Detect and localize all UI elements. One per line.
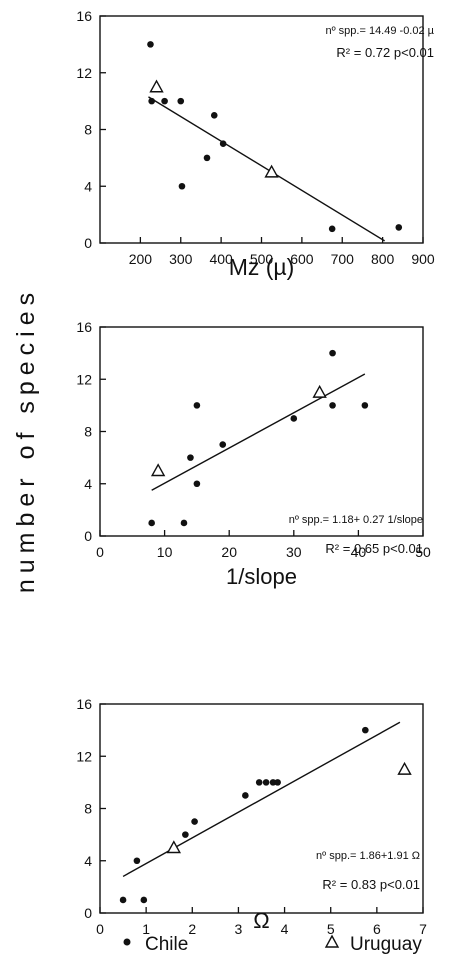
x-tick-label: 600: [290, 251, 314, 267]
x-tick-label: 6: [373, 921, 381, 937]
chile-point: [191, 818, 198, 825]
plot-frame: [99, 326, 424, 537]
y-tick-label: 4: [84, 853, 92, 869]
legend-uruguay-marker: [324, 934, 340, 948]
x-tick-label: 0: [96, 544, 104, 560]
y-tick-label: 16: [76, 696, 92, 712]
x-tick-label: 0: [96, 921, 104, 937]
chile-point: [182, 831, 189, 838]
uruguay-point: [166, 840, 182, 854]
y-tick-label: 0: [84, 235, 92, 251]
x-tick-label: 5: [327, 921, 335, 937]
y-tick-label: 8: [84, 424, 92, 440]
y-tick-label: 12: [76, 65, 92, 81]
uruguay-point: [264, 164, 279, 178]
chile-point: [193, 480, 201, 488]
x-tick-label: 2: [188, 921, 196, 937]
chile-point: [148, 97, 155, 105]
uruguay-point: [149, 79, 164, 93]
x-tick-label: 700: [331, 251, 355, 267]
uruguay-point: [150, 463, 166, 477]
chile-point: [269, 779, 277, 786]
y-tick-label: 12: [76, 371, 92, 387]
x-tick-label: 300: [169, 251, 193, 267]
x-tick-label: 3: [235, 921, 243, 937]
regression-stats: R² = 0.72 p<0.01: [336, 45, 434, 60]
x-tick-label: 50: [415, 544, 431, 560]
chile-point: [329, 402, 336, 409]
x-tick-label: 40: [351, 544, 367, 560]
y-tick-label: 16: [76, 319, 92, 335]
chart-panel-2: 0 4 8 12 16 0 10 20 30 40 50 1/slope nº spp.= 1.18+ …: [76, 319, 431, 589]
y-tick-label: 8: [84, 122, 92, 138]
x-tick-label: 10: [157, 544, 173, 560]
chile-point: [262, 779, 270, 786]
y-tick-label: 0: [84, 905, 92, 921]
y-tick-label: 4: [84, 178, 92, 194]
regression-equation: nº spp.= 1.86+1.91 Ω: [316, 850, 420, 862]
x-axis-label: 1/slope: [226, 564, 297, 589]
chile-point: [178, 182, 186, 190]
shared-y-label: number of species: [12, 287, 40, 593]
chile-point: [203, 154, 211, 162]
x-tick-label: 1: [142, 921, 150, 937]
x-tick-label: 20: [221, 544, 237, 560]
x-axis-label: Mz (µ): [229, 254, 295, 280]
regression-stats: R² = 0.65 p<0.01: [325, 541, 423, 556]
chile-point: [242, 792, 249, 799]
x-tick-label: 400: [209, 251, 233, 267]
regression-equation: nº spp.= 14.49 -0.02 µ: [325, 25, 434, 37]
uruguay-point: [397, 761, 412, 775]
x-axis-label: Ω: [253, 908, 269, 933]
chile-point: [219, 441, 227, 448]
x-tick-label: 800: [371, 251, 395, 267]
chile-point: [193, 402, 201, 409]
chile-point: [274, 779, 281, 786]
legend-chile-marker: [123, 938, 131, 946]
y-tick-label: 0: [84, 528, 92, 544]
chile-point: [255, 779, 263, 786]
chile-point: [328, 225, 336, 233]
legend-uruguay-label: Uruguay: [350, 934, 422, 955]
chile-point: [395, 224, 403, 231]
x-tick-label: 200: [129, 251, 153, 267]
chile-point: [147, 41, 154, 48]
y-tick-label: 12: [76, 748, 92, 764]
legend: Chile Uruguay: [123, 934, 422, 955]
x-tick-label: 4: [281, 921, 289, 937]
chile-point: [361, 402, 369, 409]
uruguay-point: [312, 384, 327, 398]
regression-equation: nº spp.= 1.18+ 0.27 1/slope: [289, 514, 423, 526]
chile-point: [180, 519, 188, 527]
fit-line: [148, 96, 386, 242]
chile-point: [133, 857, 141, 865]
x-tick-label: 30: [286, 544, 302, 560]
regression-stats: R² = 0.83 p<0.01: [322, 877, 420, 892]
chile-point: [210, 112, 218, 119]
chile-point: [187, 454, 194, 461]
chile-point: [119, 896, 127, 904]
y-tick-label: 16: [76, 8, 92, 24]
fit-line: [151, 373, 366, 491]
chile-point: [329, 349, 336, 357]
chile-point: [161, 97, 168, 105]
chile-point: [219, 140, 227, 147]
legend-chile-label: Chile: [145, 934, 188, 955]
chile-point: [362, 726, 369, 734]
chile-point: [148, 519, 155, 527]
chile-point: [290, 415, 298, 422]
x-tick-label: 7: [419, 921, 427, 937]
y-tick-label: 8: [84, 801, 92, 817]
chile-point: [177, 97, 185, 105]
x-tick-label: 500: [250, 251, 274, 267]
y-tick-label: 4: [84, 476, 92, 492]
x-tick-label: 900: [411, 251, 435, 267]
chile-point: [140, 896, 148, 904]
chart-panel-1: 0 4 8 12 16 200 300 400 500 600 700 800 900 Mz (µ) nº …: [76, 8, 434, 280]
